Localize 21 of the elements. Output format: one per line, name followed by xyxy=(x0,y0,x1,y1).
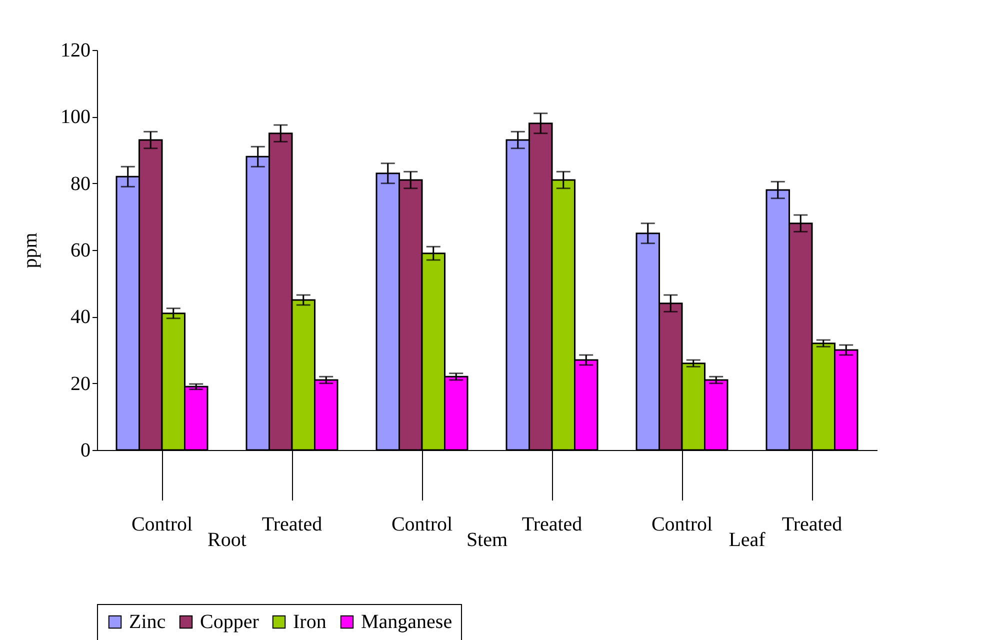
y-tick-label: 120 xyxy=(60,40,90,62)
x-tick-label: Control xyxy=(131,514,193,536)
text: Stem xyxy=(466,529,508,551)
text: Leaf xyxy=(728,529,766,551)
y-tick-label: 100 xyxy=(60,106,90,128)
legend-label: Copper xyxy=(200,611,260,633)
x-tick-label: Treated xyxy=(782,514,842,536)
y-tick-label: 80 xyxy=(70,172,90,195)
x-tick-label: Treated xyxy=(522,514,582,536)
x-tick-label: Control xyxy=(391,514,453,536)
legend-label: Iron xyxy=(293,611,326,633)
y-tick-label: 40 xyxy=(70,306,90,328)
y-axis-title: ppm xyxy=(20,232,42,268)
text: Root xyxy=(208,529,247,551)
y-tick-label: 0 xyxy=(80,440,90,462)
y-tick-label: 60 xyxy=(70,240,90,262)
x-tick-label: Treated xyxy=(262,514,322,536)
x-tick-label: Control xyxy=(651,514,713,536)
legend-label: Zinc xyxy=(129,611,166,633)
legend-label: Manganese xyxy=(361,611,452,633)
y-tick-label: 20 xyxy=(70,372,90,395)
